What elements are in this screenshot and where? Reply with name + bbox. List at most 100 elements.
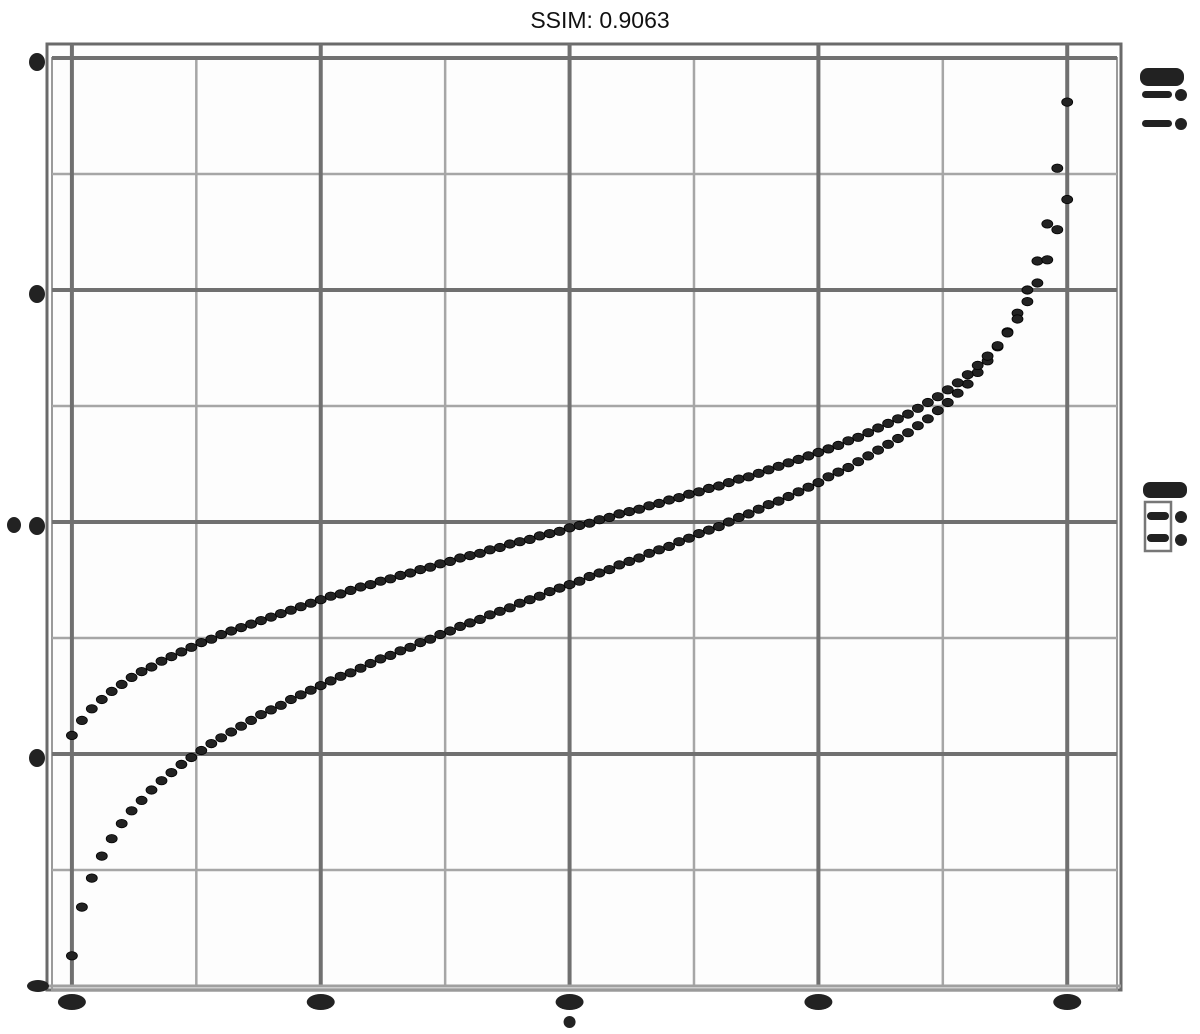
data-point-series-1	[862, 451, 875, 461]
data-point-series-1	[683, 533, 695, 543]
data-point-series-1	[543, 586, 556, 597]
data-point-series-2	[882, 418, 894, 428]
data-point-series-1	[314, 680, 327, 691]
data-point-series-2	[991, 341, 1004, 351]
legend-key-top-1	[1142, 91, 1172, 98]
data-point-series-1	[464, 618, 476, 628]
data-point-series-1	[693, 528, 705, 539]
data-point-series-1	[941, 397, 954, 408]
data-point-series-1	[732, 512, 745, 523]
data-point-series-2	[483, 545, 496, 555]
data-point-series-2	[842, 436, 855, 446]
data-point-series-1	[76, 902, 88, 912]
data-point-series-1	[931, 405, 944, 416]
data-point-series-1	[324, 676, 337, 686]
data-point-series-1	[344, 668, 357, 678]
data-point-series-1	[364, 658, 377, 669]
data-point-series-1	[902, 428, 914, 438]
legend-key-top-header	[1140, 68, 1184, 86]
data-point-series-2	[981, 351, 994, 361]
data-point-series-1	[1031, 256, 1044, 266]
data-point-series-1	[265, 705, 277, 715]
data-point-series-1	[145, 785, 158, 795]
data-point-series-1	[713, 521, 725, 532]
x-tick-mark	[306, 994, 335, 1010]
data-point-series-2	[832, 440, 845, 450]
data-point-series-1	[384, 650, 397, 661]
data-point-series-1	[583, 571, 596, 582]
data-point-series-1	[85, 873, 98, 883]
data-point-series-1	[235, 721, 248, 731]
data-point-series-2	[802, 451, 815, 461]
legend	[1140, 68, 1187, 553]
data-point-series-1	[503, 603, 516, 613]
data-point-series-2	[762, 465, 775, 475]
data-point-series-1	[892, 433, 904, 444]
data-point-series-1	[812, 477, 825, 488]
data-point-series-1	[832, 467, 845, 477]
data-point-series-1	[752, 504, 765, 514]
data-point-series-2	[344, 585, 357, 596]
data-point-series-2	[454, 553, 467, 563]
data-point-series-2	[703, 483, 715, 493]
data-point-series-2	[464, 550, 476, 561]
x-axis-label-mark	[563, 1016, 576, 1028]
data-point-series-1	[643, 548, 656, 558]
data-point-series-2	[225, 626, 238, 636]
data-point-series-1	[394, 646, 407, 656]
data-point-series-2	[892, 414, 904, 424]
legend-group-top	[1140, 68, 1187, 130]
data-point-series-2	[424, 562, 437, 572]
data-point-series-2	[673, 492, 685, 503]
data-point-series-1	[922, 414, 934, 424]
data-point-series-2	[125, 672, 138, 683]
data-point-series-1	[623, 556, 636, 567]
legend-key-middle-header	[1143, 482, 1187, 498]
data-point-series-1	[792, 487, 805, 497]
data-point-series-1	[274, 700, 287, 710]
data-point-series-2	[1011, 314, 1024, 324]
data-point-series-2	[683, 489, 695, 499]
data-point-series-2	[862, 428, 875, 438]
y-tick-mark	[29, 517, 45, 535]
data-point-series-2	[713, 481, 725, 491]
data-point-series-2	[314, 595, 327, 605]
data-point-series-2	[145, 662, 158, 672]
data-point-series-2	[195, 637, 208, 648]
data-point-series-1	[245, 715, 258, 726]
legend-marker-middle-1	[1175, 511, 1187, 523]
data-point-series-1	[1051, 163, 1064, 173]
data-point-series-2	[573, 520, 586, 531]
data-point-series-2	[523, 534, 536, 545]
data-point-series-2	[603, 512, 616, 523]
data-point-series-1	[513, 598, 526, 608]
data-point-series-1	[105, 834, 118, 844]
data-point-series-1	[782, 491, 795, 502]
data-point-series-2	[294, 602, 307, 612]
data-point-series-1	[961, 379, 974, 389]
data-point-series-2	[513, 537, 526, 547]
data-point-series-2	[354, 582, 367, 592]
y-tick-mark	[27, 980, 49, 992]
data-point-series-2	[971, 360, 984, 370]
legend-key-middle-2	[1147, 534, 1169, 542]
data-point-series-1	[762, 499, 775, 510]
data-point-series-2	[274, 608, 287, 619]
data-point-series-2	[95, 694, 108, 705]
data-point-series-2	[66, 730, 78, 741]
data-point-series-2	[1051, 225, 1064, 235]
data-point-series-1	[951, 388, 964, 398]
data-point-series-2	[822, 444, 835, 454]
data-point-series-2	[215, 629, 228, 640]
data-point-series-1	[334, 671, 347, 681]
data-point-series-1	[613, 560, 626, 570]
data-point-series-2	[364, 579, 377, 590]
data-point-series-2	[165, 651, 178, 662]
data-point-series-1	[822, 472, 835, 482]
data-point-series-2	[623, 506, 636, 517]
data-point-series-1	[673, 537, 685, 547]
data-point-series-1	[444, 626, 457, 636]
y-axis-label-mark	[7, 517, 21, 533]
data-point-series-2	[175, 647, 188, 657]
